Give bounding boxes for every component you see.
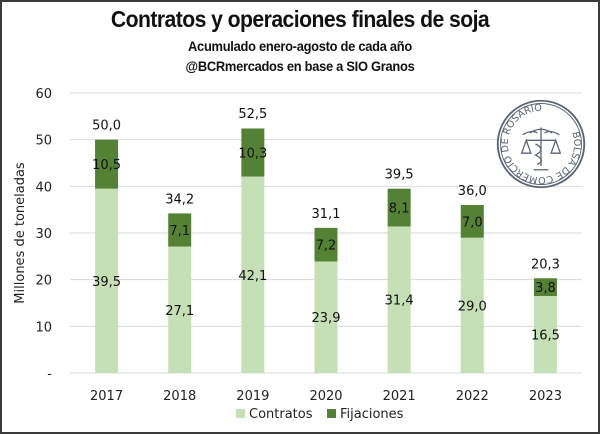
y-tick-label: - (47, 367, 52, 382)
x-tick-label: 2020 (309, 389, 342, 404)
legend: Contratos Fijaciones (236, 407, 404, 422)
x-tick-label: 2017 (90, 389, 123, 404)
bar-fijaciones-2020 (314, 227, 338, 262)
data-label-total: 52,5 (238, 107, 267, 122)
data-label-total: 34,2 (165, 192, 194, 207)
bar-contratos-2023 (533, 296, 557, 373)
bar-contratos-2022 (460, 237, 484, 373)
y-tick-label: 60 (35, 87, 52, 102)
data-label-fijaciones: 10,3 (238, 147, 267, 162)
y-tick-label: 50 (35, 134, 52, 149)
data-label-total: 50,0 (92, 119, 121, 134)
bar-fijaciones-2021 (387, 188, 411, 227)
y-axis-title: Millones de toneladas (13, 162, 28, 304)
data-label-fijaciones: 3,8 (535, 281, 556, 296)
bar-contratos-2018 (168, 246, 192, 373)
data-label-total: 20,3 (531, 257, 560, 272)
y-tick-label: 30 (35, 227, 52, 242)
bar-contratos-2020 (314, 261, 338, 373)
bar-fijaciones-2018 (168, 213, 192, 247)
legend-label-fijaciones: Fijaciones (340, 407, 404, 422)
bar-contratos-2017 (95, 188, 119, 373)
y-tick-label: 20 (35, 274, 52, 289)
bar-contratos-2019 (241, 176, 265, 373)
legend-label-contratos: Contratos (249, 407, 313, 422)
y-axis: - 10 20 30 40 50 60 (35, 87, 52, 382)
x-tick-label: 2018 (163, 389, 196, 404)
bar-contratos-2021 (387, 226, 411, 373)
chart-title: Contratos y operaciones finales de soja (110, 6, 490, 32)
x-axis: 2017 2018 2019 2020 2021 2022 2023 (90, 389, 562, 404)
bar-fijaciones-2023 (533, 278, 557, 296)
data-label-contratos: 27,1 (165, 304, 194, 319)
data-label-total: 31,1 (312, 207, 341, 222)
data-label-total: 39,5 (385, 168, 414, 183)
x-tick-label: 2023 (529, 389, 562, 404)
chart-subtitle: Acumulado enero-agosto de cada año (188, 38, 412, 54)
data-label-total: 36,0 (458, 184, 487, 199)
bar-fijaciones-2019 (241, 128, 265, 177)
bcr-logo-seal: BOLSA DE COMERCIO DE ROSARIO (496, 99, 586, 189)
data-label-fijaciones: 7,0 (462, 215, 483, 230)
data-label-fijaciones: 7,1 (169, 224, 190, 239)
data-label-fijaciones: 10,5 (92, 158, 121, 173)
caduceus-scales-icon (520, 127, 562, 171)
data-label-contratos: 42,1 (238, 269, 267, 284)
x-tick-label: 2021 (383, 389, 416, 404)
chart-source: @BCRmercados en base a SIO Granos (185, 58, 415, 74)
data-labels: 39,5 10,5 50,0 27,1 7,1 34,2 42,1 10,3 52,5 23,9 7… (92, 107, 560, 344)
data-label-contratos: 39,5 (92, 275, 121, 290)
data-label-fijaciones: 7,2 (316, 239, 337, 254)
bars (95, 128, 557, 373)
bar-fijaciones-2022 (460, 205, 484, 238)
data-label-contratos: 31,4 (385, 294, 414, 309)
data-label-contratos: 16,5 (531, 329, 560, 344)
x-tick-label: 2019 (236, 389, 269, 404)
legend-swatch-fijaciones (327, 409, 336, 418)
x-tick-label: 2022 (456, 389, 489, 404)
legend-swatch-contratos (236, 409, 245, 418)
y-tick-label: 40 (35, 180, 52, 195)
y-tick-label: 10 (35, 320, 52, 335)
data-label-fijaciones: 8,1 (389, 202, 410, 217)
data-label-contratos: 23,9 (312, 311, 341, 326)
data-label-contratos: 29,0 (458, 299, 487, 314)
bar-fijaciones-2017 (95, 139, 119, 189)
